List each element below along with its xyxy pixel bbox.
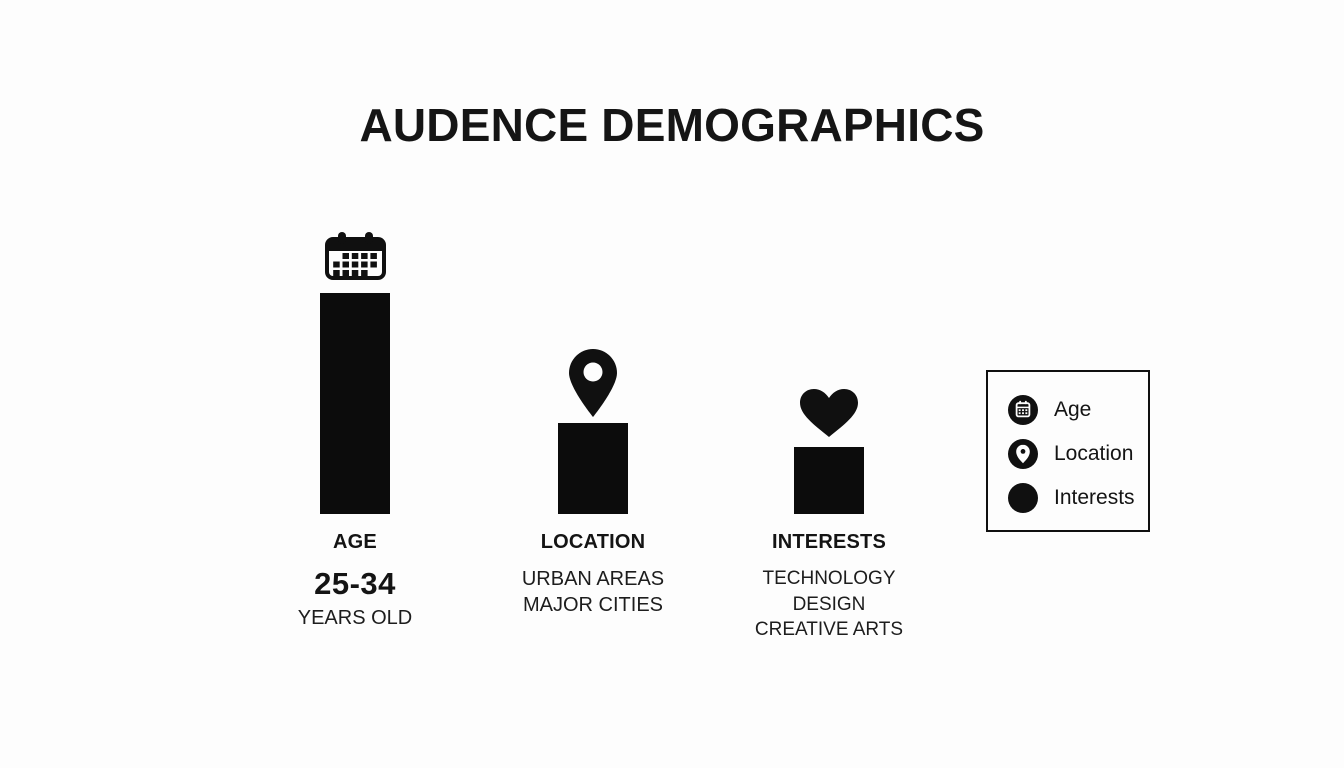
calendar-icon xyxy=(324,232,386,280)
legend-item-location: Location xyxy=(1008,439,1148,469)
location-sublabel: URBAN AREAS xyxy=(521,568,665,590)
location-pin-icon xyxy=(569,349,617,417)
location-pin-circle-icon xyxy=(1008,439,1038,469)
calendar-circle-icon xyxy=(1008,395,1038,425)
interests-sublabel: CREATIVE ARTS xyxy=(754,619,904,640)
location-bar xyxy=(558,423,628,514)
age-value: 25-34 xyxy=(314,566,396,601)
legend-label-age: Age xyxy=(1054,398,1092,421)
interests-sublabel: TECHNOLOGY xyxy=(762,568,896,589)
age-sublabel: YEARS OLD xyxy=(297,607,413,629)
location-labels: LOCATION URBAN AREAS MAJOR CITIES xyxy=(463,531,723,618)
interests-column xyxy=(719,389,939,514)
legend-item-interests: Interests xyxy=(1008,483,1148,513)
legend-box: Age Location Interests xyxy=(986,370,1150,532)
interests-labels: INTERESTS TECHNOLOGY DESIGN CREATIVE ART… xyxy=(699,531,959,643)
location-sublabel: MAJOR CITIES xyxy=(522,594,663,616)
legend-item-age: Age xyxy=(1008,395,1148,425)
heart-icon xyxy=(800,389,858,437)
age-column xyxy=(245,232,465,514)
filled-circle-icon xyxy=(1008,483,1038,513)
interests-category-label: INTERESTS xyxy=(771,531,887,553)
location-category-label: LOCATION xyxy=(540,531,646,553)
location-column xyxy=(483,349,703,514)
interests-sublabel: DESIGN xyxy=(792,593,866,615)
age-category-label: AGE xyxy=(333,531,377,553)
age-labels: AGE 25-34 YEARS OLD xyxy=(225,531,485,631)
interests-bar xyxy=(794,447,864,514)
legend-label-interests: Interests xyxy=(1054,486,1135,509)
page-title: AUDENCE DEMOGRAPHICS xyxy=(359,99,985,151)
age-bar xyxy=(320,293,390,514)
legend-label-location: Location xyxy=(1054,442,1134,465)
